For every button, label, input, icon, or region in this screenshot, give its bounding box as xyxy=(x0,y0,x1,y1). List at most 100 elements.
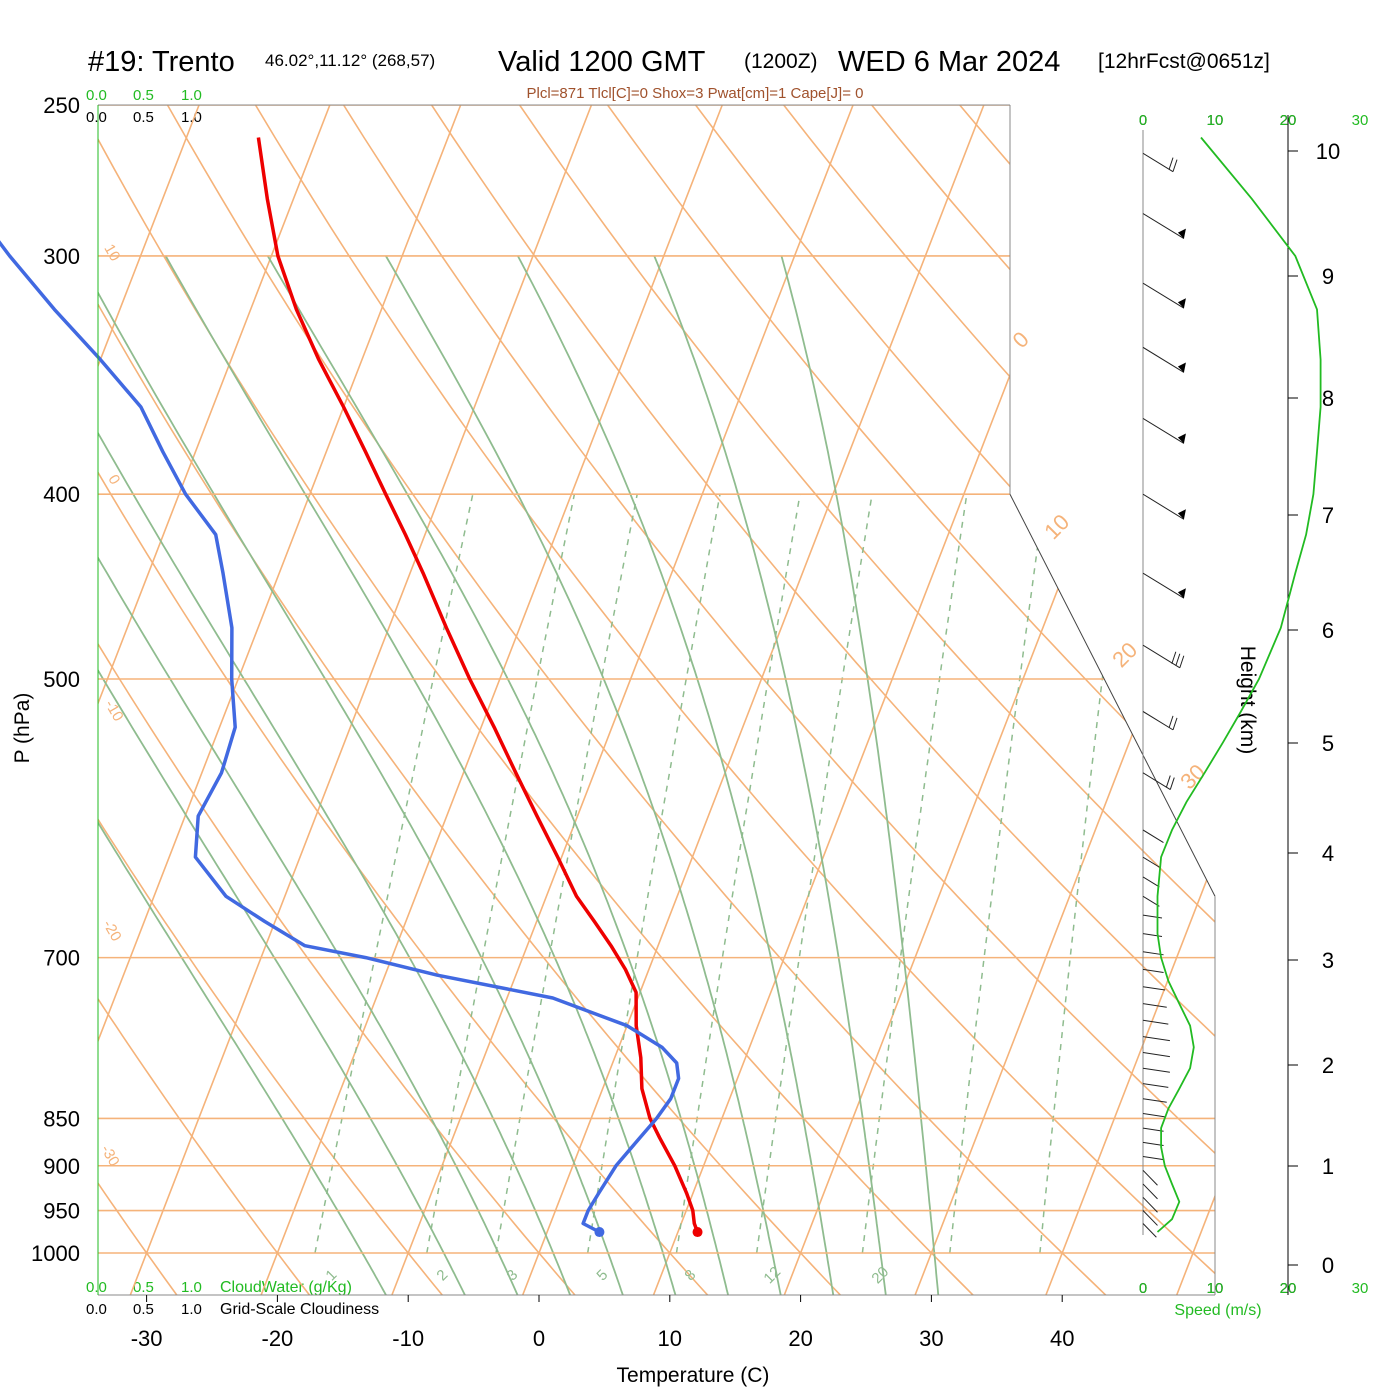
mixing-ratio-label: 20 xyxy=(868,1263,892,1287)
cloudwater-label: CloudWater (g/Kg) xyxy=(220,1279,352,1296)
pressure-tick-label: 900 xyxy=(43,1154,80,1179)
cloudiness-tick: 0.0 xyxy=(86,1301,107,1318)
surface-temperature-dot xyxy=(692,1227,703,1238)
temperature-tick-label: -30 xyxy=(131,1326,163,1351)
wind-barb xyxy=(1142,1127,1164,1132)
dry-adiabat xyxy=(583,105,1215,1295)
mixing-ratio-line xyxy=(675,494,801,1254)
temperature-tick-label: 20 xyxy=(788,1326,812,1351)
wind-barb-flag xyxy=(1175,653,1181,666)
moist-adiabat xyxy=(780,255,940,1295)
wind-barb xyxy=(1142,1036,1170,1042)
dry-adiabat xyxy=(1280,71,1400,1301)
pressure-tick-label: 500 xyxy=(43,667,80,692)
speed-tick: 30 xyxy=(1352,1280,1369,1297)
left-isotherm-label: -20 xyxy=(99,917,125,944)
cloudiness-tick: 0.5 xyxy=(133,1301,154,1318)
wind-barb-flag xyxy=(1168,715,1174,729)
wind-barb-flag xyxy=(1179,655,1185,668)
cloudwater-tick: 1.0 xyxy=(181,1279,202,1296)
dry-adiabat xyxy=(322,105,1215,1295)
isotherm-label: 20 xyxy=(1107,637,1142,672)
wind-barb xyxy=(1142,1019,1169,1025)
dry-adiabat xyxy=(98,105,980,1295)
dry-adiabat xyxy=(0,71,48,1301)
speed-scale-top: 0 10 20 0 10 20 30 xyxy=(1139,112,1369,129)
cloudwater-tick: 0.0 xyxy=(86,87,107,104)
wind-barb xyxy=(1142,986,1166,991)
wind-barb-pennant xyxy=(1177,509,1186,520)
height-tick-label: 1 xyxy=(1322,1154,1334,1179)
cloud-scale-top: 0.0 0.5 1.0 0.0 0.5 1.0 xyxy=(86,87,202,126)
temperature-tick-label: -10 xyxy=(392,1326,424,1351)
wind-barb-pennant xyxy=(1177,298,1186,309)
cloudiness-label: Grid-Scale Cloudiness xyxy=(220,1301,379,1318)
moist-adiabat xyxy=(517,255,836,1295)
isotherm-label: 0 xyxy=(1008,327,1034,353)
height-tick-label: 2 xyxy=(1322,1053,1334,1078)
moist-adiabat xyxy=(653,255,888,1295)
isotherm-line xyxy=(129,105,593,1295)
isotherm-label: 10 xyxy=(1039,509,1074,544)
mixing-ratio-label: 2 xyxy=(433,1266,451,1284)
wind-barb xyxy=(1142,1210,1158,1226)
wind-barb xyxy=(1142,1169,1158,1186)
moist-adiabat xyxy=(267,255,731,1295)
mixing-ratio-line xyxy=(314,494,474,1254)
temperature-tick-label: 40 xyxy=(1050,1326,1074,1351)
cloudwater-tick: 0.5 xyxy=(133,1279,154,1296)
wind-barb-flag xyxy=(1168,157,1174,170)
moist-adiabat xyxy=(385,255,783,1295)
forecast-info: [12hrFcst@0651z] xyxy=(1098,50,1270,73)
wind-barb xyxy=(1142,1183,1158,1200)
wind-barb xyxy=(1142,876,1160,888)
isotherm-line xyxy=(260,105,723,1295)
wind-barb xyxy=(1142,1067,1170,1073)
dry-adiabat xyxy=(98,105,315,1295)
dry-adiabat xyxy=(409,105,1215,1295)
wind-barb xyxy=(1142,213,1185,240)
cloud-scale-bottom: 0.0 0.5 1.0 CloudWater (g/Kg) 0.0 0.5 1.… xyxy=(86,1279,379,1318)
wind-barb xyxy=(1142,346,1185,373)
height-tick-label: 8 xyxy=(1322,386,1334,411)
wind-barb xyxy=(1142,644,1181,669)
pressure-tick-label: 1000 xyxy=(31,1241,80,1266)
height-tick-label: 0 xyxy=(1322,1253,1334,1278)
moist-adiabat xyxy=(98,255,522,1295)
wind-barb xyxy=(1142,1098,1167,1103)
mixing-ratio-label: 8 xyxy=(681,1266,699,1284)
cloudiness-tick: 1.0 xyxy=(181,1301,202,1318)
height-tick-label: 6 xyxy=(1322,618,1334,643)
wind-barb xyxy=(1142,1156,1164,1161)
pressure-tick-label: 300 xyxy=(43,244,80,269)
mixing-ratio-label: 12 xyxy=(760,1263,784,1287)
left-isotherm-label: 0 xyxy=(104,472,123,488)
speed-scale-bottom: 0 10 20 0 10 20 30 Speed (m/s) xyxy=(1139,1280,1369,1319)
pressure-tick-label: 400 xyxy=(43,482,80,507)
mixing-ratio-label: 3 xyxy=(503,1266,521,1284)
wind-barb xyxy=(1142,772,1171,791)
wind-barb-pennant xyxy=(1177,433,1186,444)
wind-barb xyxy=(1142,1083,1169,1088)
wind-barb xyxy=(1142,1113,1166,1118)
temperature-tick-label: 10 xyxy=(658,1326,682,1351)
temperature-tick-label: -20 xyxy=(262,1326,294,1351)
dry-adiabat xyxy=(1192,105,1215,1295)
mixing-ratio-line xyxy=(755,494,873,1254)
zulu-time: (1200Z) xyxy=(744,50,818,73)
wind-barb-flag xyxy=(1165,775,1171,788)
height-tick-label: 4 xyxy=(1322,841,1334,866)
moist-adiabat xyxy=(98,255,469,1295)
speed-axis-label: Speed (m/s) xyxy=(1174,1302,1261,1319)
wind-barb xyxy=(1142,572,1185,599)
height-tick-label: 3 xyxy=(1322,948,1334,973)
pressure-tick-label: 250 xyxy=(43,93,80,118)
wind-barb xyxy=(1142,933,1163,937)
wind-barb-pennant xyxy=(1177,588,1186,599)
cloudwater-tick: 1.0 xyxy=(181,87,202,104)
dewpoint-profile xyxy=(0,240,681,1234)
mixing-ratio-label: 5 xyxy=(593,1266,611,1284)
temperature-tick-label: 0 xyxy=(533,1326,545,1351)
dry-adiabat xyxy=(1367,71,1400,1301)
wind-barb-flag xyxy=(1172,159,1178,172)
